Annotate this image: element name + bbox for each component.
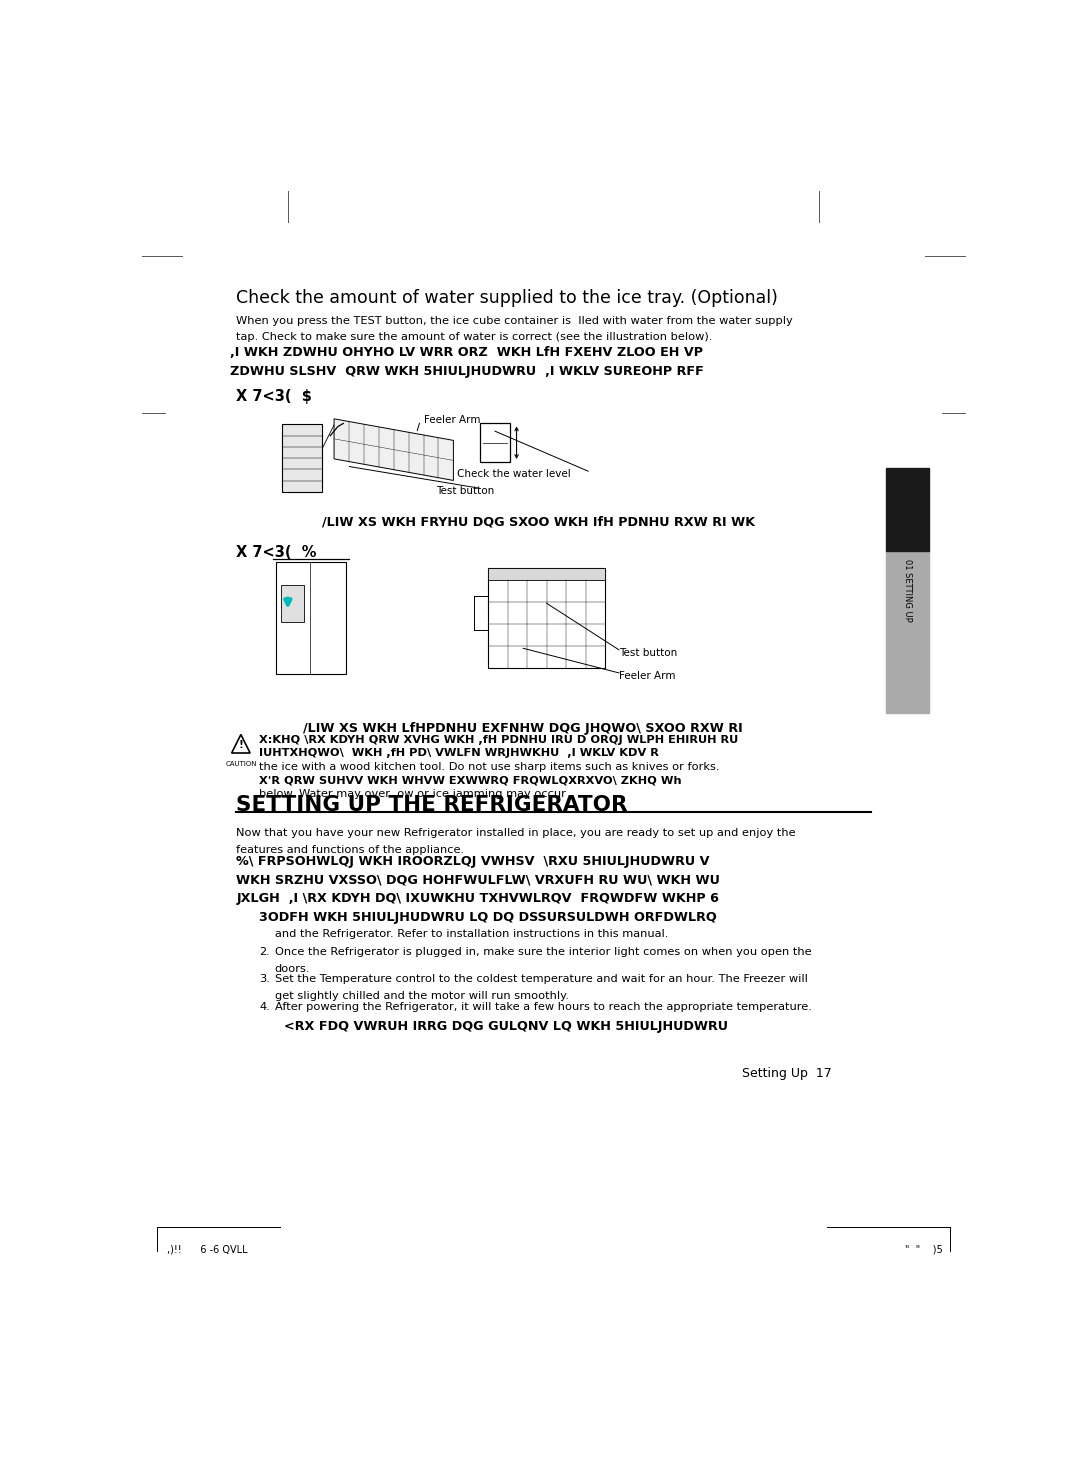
Text: IUHTXHQWO\  WKH ,fH PD\ VWLFN WRJHWKHU  ,I WKLV KDV R: IUHTXHQWO\ WKH ,fH PD\ VWLFN WRJHWKHU ,I… xyxy=(259,748,659,758)
Text: below. Water may over  ow or ice jamming may occur: below. Water may over ow or ice jamming … xyxy=(259,789,566,799)
Polygon shape xyxy=(334,419,454,480)
Text: 01 SETTING UP: 01 SETTING UP xyxy=(903,560,913,621)
Text: doors.: doors. xyxy=(274,964,310,974)
Text: Test button: Test button xyxy=(619,648,677,658)
Text: ,I WKH ZDWHU OHYHO LV WRR ORZ  WKH LfH FXEHV ZLOO EH VP: ,I WKH ZDWHU OHYHO LV WRR ORZ WKH LfH FX… xyxy=(230,345,703,358)
Text: Check the amount of water supplied to the ice tray. (Optional): Check the amount of water supplied to th… xyxy=(237,289,778,307)
Text: %\ FRPSOHWLQJ WKH IROORZLQJ VWHSV  \RXU 5HIULJHUDWRU V: %\ FRPSOHWLQJ WKH IROORZLQJ VWHSV \RXU 5… xyxy=(237,855,710,868)
Text: Setting Up  17: Setting Up 17 xyxy=(742,1066,832,1080)
Text: !: ! xyxy=(239,740,243,749)
Text: 3ODFH WKH 5HIULJHUDWRU LQ DQ DSSURSULDWH ORFDWLRQ: 3ODFH WKH 5HIULJHUDWRU LQ DQ DSSURSULDWH… xyxy=(259,911,717,924)
Text: X:KHQ \RX KDYH QRW XVHG WKH ,fH PDNHU IRU D ORQJ WLPH EHIRUH RU: X:KHQ \RX KDYH QRW XVHG WKH ,fH PDNHU IR… xyxy=(259,734,739,745)
Text: After powering the Refrigerator, it will take a few hours to reach the appropria: After powering the Refrigerator, it will… xyxy=(274,1002,812,1012)
Text: get slightly chilled and the motor will run smoothly.: get slightly chilled and the motor will … xyxy=(274,990,569,1000)
Bar xyxy=(481,423,510,461)
Text: Now that you have your new Refrigerator installed in place, you are ready to set: Now that you have your new Refrigerator … xyxy=(237,829,796,839)
Text: and the Refrigerator. Refer to installation instructions in this manual.: and the Refrigerator. Refer to installat… xyxy=(274,928,669,939)
Polygon shape xyxy=(488,569,605,580)
Text: Feeler Arm: Feeler Arm xyxy=(619,671,675,682)
Text: Feeler Arm: Feeler Arm xyxy=(424,416,481,426)
Bar xyxy=(276,563,346,674)
Text: X 7<3(  %: X 7<3( % xyxy=(237,545,316,560)
Text: Set the Temperature control to the coldest temperature and wait for an hour. The: Set the Temperature control to the colde… xyxy=(274,974,808,984)
Text: CAUTION: CAUTION xyxy=(225,761,257,767)
Bar xyxy=(283,425,323,492)
Text: When you press the TEST button, the ice cube container is  lled with water from : When you press the TEST button, the ice … xyxy=(237,316,793,326)
Bar xyxy=(887,469,929,551)
Text: 4.: 4. xyxy=(259,1002,270,1012)
Text: X'R QRW SUHVV WKH WHVW EXWWRQ FRQWLQXRXVO\ ZKHQ Wh: X'R QRW SUHVV WKH WHVW EXWWRQ FRQWLQXRXV… xyxy=(259,776,681,786)
Text: ZDWHU SLSHV  QRW WKH 5HIULJHUDWRU  ,I WKLV SUREOHP RFF: ZDWHU SLSHV QRW WKH 5HIULJHUDWRU ,I WKLV… xyxy=(230,364,704,378)
Text: Check the water level: Check the water level xyxy=(457,469,571,479)
Text: WKH SRZHU VXSSO\ DQG HOHFWULFLW\ VRXUFH RU WU\ WKH WU: WKH SRZHU VXSSO\ DQG HOHFWULFLW\ VRXUFH … xyxy=(237,873,720,886)
Text: <RX FDQ VWRUH IRRG DQG GULQNV LQ WKH 5HIULJHUDWRU: <RX FDQ VWRUH IRRG DQG GULQNV LQ WKH 5HI… xyxy=(274,1019,728,1033)
Text: SETTING UP THE REFRIGERATOR: SETTING UP THE REFRIGERATOR xyxy=(237,795,627,815)
Bar xyxy=(887,551,929,712)
Text: "  "    )5: " " )5 xyxy=(905,1244,943,1255)
Text: /LIW XS WKH FRYHU DQG SXOO WKH IfH PDNHU RXW RI WK: /LIW XS WKH FRYHU DQG SXOO WKH IfH PDNHU… xyxy=(322,516,755,529)
Text: the ice with a wood kitchen tool. Do not use sharp items such as knives or forks: the ice with a wood kitchen tool. Do not… xyxy=(259,762,720,771)
Text: JXLGH  ,I \RX KDYH DQ\ IXUWKHU TXHVWLRQV  FRQWDFW WKHP 6: JXLGH ,I \RX KDYH DQ\ IXUWKHU TXHVWLRQV … xyxy=(237,892,719,905)
Bar xyxy=(281,585,305,621)
Text: 2.: 2. xyxy=(259,948,270,956)
Text: tap. Check to make sure the amount of water is correct (see the illustration bel: tap. Check to make sure the amount of wa… xyxy=(237,332,713,342)
Text: Once the Refrigerator is plugged in, make sure the interior light comes on when : Once the Refrigerator is plugged in, mak… xyxy=(274,948,811,956)
Text: ,)!!      6 -6 QVLL: ,)!! 6 -6 QVLL xyxy=(167,1244,247,1255)
Text: features and functions of the appliance.: features and functions of the appliance. xyxy=(237,845,464,855)
Text: 3.: 3. xyxy=(259,974,270,984)
Text: X 7<3(  $: X 7<3( $ xyxy=(237,389,312,404)
Bar xyxy=(488,569,605,668)
Text: Test button: Test button xyxy=(436,486,495,497)
Text: /LIW XS WKH LfHPDNHU EXFNHW DQG JHQWO\ SXOO RXW RI: /LIW XS WKH LfHPDNHU EXFNHW DQG JHQWO\ S… xyxy=(302,723,743,734)
